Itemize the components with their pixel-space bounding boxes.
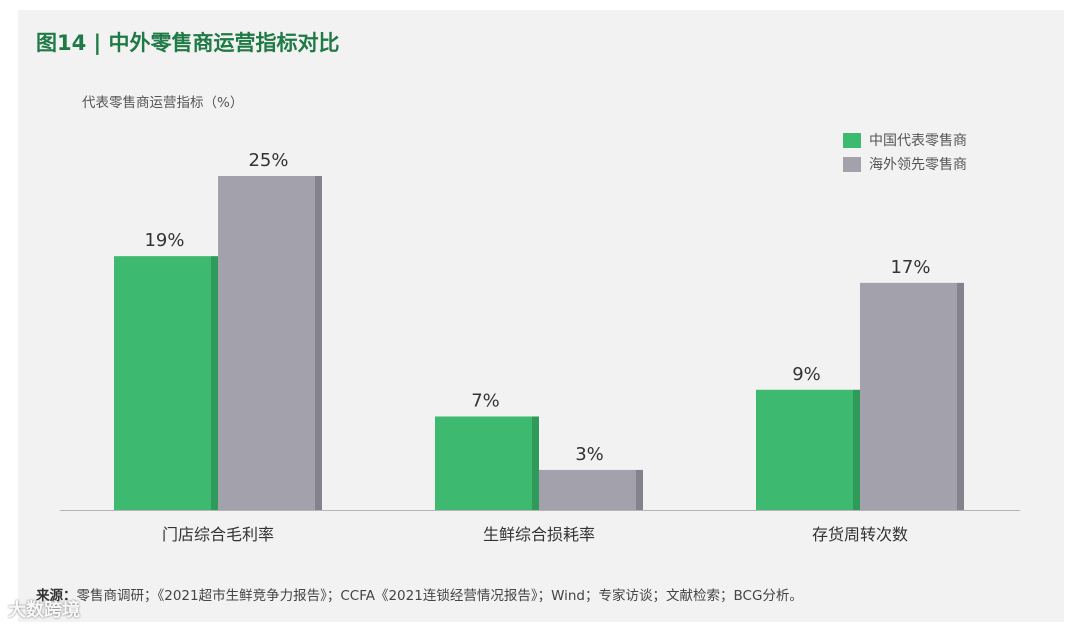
source-text: 零售商调研；《2021超市生鲜竞争力报告》；CCFA《2021连锁经营情况报告》…	[76, 588, 803, 604]
source-note: 来源：零售商调研；《2021超市生鲜竞争力报告》；CCFA《2021连锁经营情况…	[36, 584, 803, 604]
bar-china-1	[435, 416, 539, 510]
legend-label-overseas: 海外领先零售商	[869, 157, 967, 173]
value-label: 7%	[471, 390, 500, 411]
category-label: 存货周转次数	[812, 525, 908, 544]
value-label: 17%	[890, 257, 930, 278]
watermark: 大数跨境	[8, 600, 80, 621]
chart-title: 图14 | 中外零售商运营指标对比	[36, 31, 340, 55]
bar-overseas-2	[860, 282, 964, 510]
legend-item-overseas: 海外领先零售商	[843, 152, 967, 176]
value-label: 9%	[792, 364, 821, 385]
legend-label-china: 中国代表零售商	[869, 133, 967, 149]
value-label: 3%	[575, 444, 604, 465]
legend-swatch-china	[843, 132, 861, 148]
legend: 中国代表零售商 海外领先零售商	[843, 128, 967, 176]
y-axis-label: 代表零售商运营指标（%）	[82, 95, 244, 111]
category-label: 门店综合毛利率	[162, 525, 274, 544]
value-label: 19%	[144, 230, 184, 251]
category-label: 生鲜综合损耗率	[483, 525, 595, 544]
bar-overseas-1	[539, 469, 643, 510]
legend-swatch-overseas	[843, 156, 861, 172]
bar-china-2	[756, 389, 860, 510]
bar-china-0	[114, 256, 218, 510]
value-label: 25%	[248, 150, 288, 171]
bar-overseas-0	[218, 176, 322, 510]
legend-item-china: 中国代表零售商	[843, 128, 967, 152]
source-label: 来源：	[36, 588, 77, 604]
